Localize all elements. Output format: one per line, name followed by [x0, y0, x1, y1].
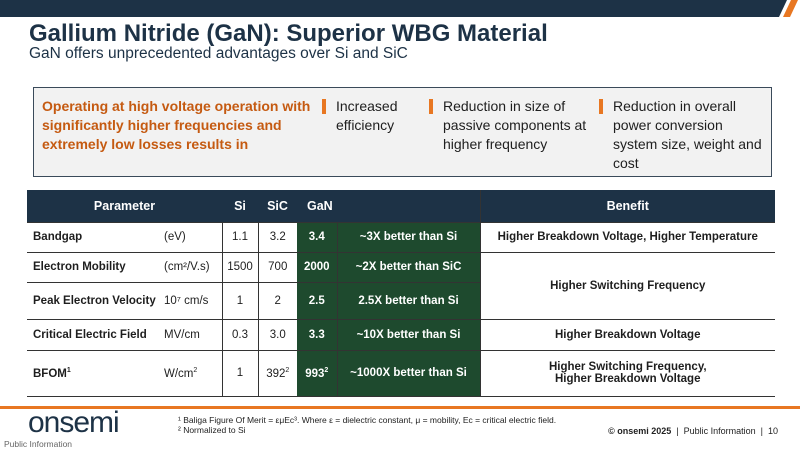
gan-value: 993 [305, 367, 325, 380]
footnote-1: ¹ Baliga Figure Of Merit = εμEc³. Where … [178, 415, 557, 425]
onsemi-logo: onsemi [28, 406, 120, 439]
sic-cell: 2 [257, 281, 297, 319]
sic-cell: 3922 [257, 349, 297, 397]
footer-info: © onsemi 2025 | Public Information | 10 [608, 426, 778, 436]
header-benefit: Benefit [479, 190, 775, 222]
comparison-cell: 2.5X better than Si [336, 281, 480, 319]
header-si: Si [222, 190, 258, 222]
page-number: 10 [767, 426, 778, 436]
unit-cell: (eV) [160, 221, 222, 252]
footnote-ref: 2 [324, 366, 329, 374]
page-subtitle: GaN offers unprecedented advantages over… [29, 45, 408, 62]
benefit-item: Reduction in size of passive components … [429, 97, 589, 154]
benefit-cell: Higher Breakdown Voltage [479, 318, 775, 350]
public-info-label: Public Information [4, 439, 73, 449]
benefit-line: Higher Breakdown Voltage [555, 373, 701, 385]
si-cell: 1 [221, 281, 258, 319]
table-row: BFOM1 W/cm2 1 3922 9932 ~1000X better th… [27, 349, 775, 397]
benefit-cell: Higher Breakdown Voltage, Higher Tempera… [479, 221, 775, 252]
si-cell: 1.1 [221, 221, 258, 252]
benefit-cell: Higher Switching Frequency [479, 251, 775, 319]
footnote-2: ² Normalized to Si [178, 425, 246, 435]
param-cell: Critical Electric Field [27, 318, 160, 350]
gan-cell: 3.3 [297, 318, 337, 350]
unit-cell: (cm²/V.s) [160, 251, 222, 282]
table-row: Bandgap (eV) 1.1 3.2 3.4 ~3X better than… [27, 221, 775, 252]
si-cell: 1500 [221, 251, 258, 282]
param-cell: Electron Mobility [27, 251, 160, 282]
benefit-item: Increased efficiency [322, 97, 412, 135]
top-banner [0, 0, 798, 17]
comparison-cell: ~10X better than Si [336, 318, 480, 350]
comparison-cell: ~1000X better than Si [336, 349, 480, 397]
unit-exponent: 2 [193, 366, 198, 374]
gan-cell: 2000 [297, 251, 337, 282]
copyright: © onsemi 2025 [608, 426, 672, 436]
header-sic: SiC [258, 190, 297, 222]
footnotes: ¹ Baliga Figure Of Merit = εμEc³. Where … [178, 415, 573, 435]
classification: Public Information [683, 426, 756, 436]
table-row: Electron Mobility (cm²/V.s) 1500 700 200… [27, 251, 775, 319]
table-header: Parameter Si SiC GaN Benefit [27, 190, 775, 222]
callout-box: Operating at high voltage operation with… [33, 87, 772, 177]
gan-cell: 2.5 [297, 281, 337, 319]
header-parameter: Parameter [27, 190, 222, 222]
unit-cell: 10⁷ cm/s [160, 281, 222, 319]
header-gan: GaN [297, 190, 480, 222]
page-title: Gallium Nitride (GaN): Superior WBG Mate… [29, 20, 548, 47]
unit-text: W/cm [164, 367, 194, 380]
table-row: Critical Electric Field MV/cm 0.3 3.0 3.… [27, 318, 775, 350]
sic-cell: 700 [257, 251, 297, 282]
benefit-line: Higher Switching Frequency, [548, 361, 707, 373]
param-cell: BFOM1 [27, 349, 160, 397]
param-text: BFOM [33, 367, 67, 380]
sic-cell: 3.0 [257, 318, 297, 350]
footer-divider [0, 406, 800, 409]
si-cell: 1 [221, 349, 258, 397]
comparison-table: Parameter Si SiC GaN Benefit Bandgap (eV… [27, 190, 775, 397]
si-cell: 0.3 [221, 318, 258, 350]
param-cell: Peak Electron Velocity [27, 281, 160, 319]
benefit-cell: Higher Switching Frequency, Higher Breakd… [479, 349, 775, 397]
param-cell: Bandgap [27, 221, 160, 252]
unit-cell: MV/cm [160, 318, 222, 350]
sic-value: 392 [266, 367, 286, 380]
sic-cell: 3.2 [257, 221, 297, 252]
comparison-cell: ~2X better than SiC [336, 251, 480, 282]
unit-cell: W/cm2 [160, 349, 222, 397]
footnote-ref: 2 [285, 366, 290, 374]
footnote-ref: 1 [66, 366, 71, 374]
gan-cell: 3.4 [297, 221, 337, 252]
callout-lead: Operating at high voltage operation with… [42, 98, 311, 152]
comparison-cell: ~3X better than Si [336, 221, 480, 252]
table-row: Peak Electron Velocity 10⁷ cm/s 1 2 2.5 … [27, 281, 775, 319]
gan-cell: 9932 [297, 349, 337, 397]
benefit-item: Reduction in overall power conversion sy… [599, 97, 769, 173]
